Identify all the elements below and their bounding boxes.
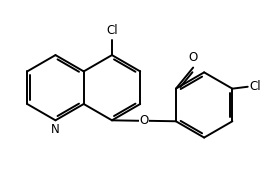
Text: O: O — [189, 51, 198, 64]
Text: O: O — [139, 114, 149, 127]
Text: Cl: Cl — [106, 24, 118, 37]
Text: N: N — [51, 123, 60, 136]
Text: Cl: Cl — [250, 80, 261, 93]
